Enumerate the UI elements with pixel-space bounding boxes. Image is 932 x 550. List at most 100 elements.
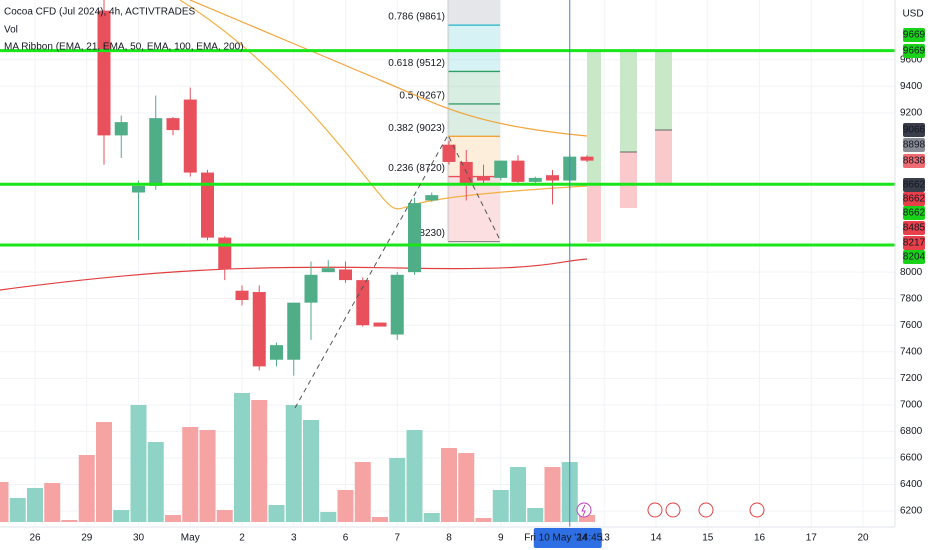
x-tick-label: 15 <box>702 533 714 544</box>
volume-bar <box>475 518 492 522</box>
candle-body <box>183 99 197 173</box>
price-label-box <box>903 28 925 42</box>
volume-bar <box>285 405 302 522</box>
candle-body <box>97 10 111 136</box>
price-label: 8662 <box>903 194 926 205</box>
volume-bar <box>423 513 440 522</box>
background-layer: 0.786 (9861) 0.618 (9512) 0.5 (9267) 0.382 … <box>0 0 895 527</box>
volume-bar <box>544 467 561 522</box>
fib-band <box>448 0 500 26</box>
x-tick-label: 29 <box>81 533 93 544</box>
price-label: 8898 <box>903 140 926 151</box>
price-label-box <box>903 192 925 206</box>
events <box>576 502 765 518</box>
price-label: 9669 <box>903 30 926 41</box>
price-label: 8485 <box>903 223 926 234</box>
volume-bar <box>268 505 285 522</box>
volume-bar <box>147 442 164 522</box>
volume-bar <box>579 515 595 522</box>
candle-body <box>528 177 542 182</box>
candle-body <box>390 274 404 335</box>
candle-body <box>304 274 318 303</box>
volume-bar <box>199 430 216 522</box>
x-tick-label: 26 <box>29 533 41 544</box>
cursor-time: 14:45 <box>577 533 602 544</box>
event-icon <box>647 502 663 518</box>
volume-bar <box>78 455 95 522</box>
x-tick-label: 9 <box>498 533 504 544</box>
price-label-box <box>903 250 925 264</box>
fib-label: 0.236 (8720) <box>388 163 445 174</box>
candle-body <box>149 118 163 186</box>
x-tick-label: 14 <box>650 533 662 544</box>
y-tick-label: 8000 <box>900 267 923 278</box>
price-label: 8204 <box>903 252 926 263</box>
event-icon <box>581 504 586 517</box>
volume-bar <box>165 515 181 522</box>
price-label: 8662 <box>903 180 926 191</box>
fib-band <box>448 103 500 137</box>
volume-bar <box>458 453 475 522</box>
price-label-box <box>903 236 925 250</box>
indicator-label: MA Ribbon (EMA, 21, EMA, 50, EMA, 100, E… <box>4 42 244 53</box>
price-label-box <box>903 44 925 58</box>
chart-title: Cocoa CFD (Jul 2024), 4h, ACTIVTRADES <box>4 7 196 18</box>
x-tick-label: 17 <box>806 533 818 544</box>
fib-band <box>448 25 500 72</box>
price-label: 8838 <box>903 156 926 167</box>
y-tick-label: 7200 <box>900 373 923 384</box>
y-tick-label: 6800 <box>900 426 923 437</box>
x-tick-label: 8 <box>446 533 452 544</box>
fib-label: 0.5 (9267) <box>399 91 445 102</box>
ema-50 <box>189 0 588 137</box>
candle-body <box>580 156 594 161</box>
currency: USD <box>902 9 923 20</box>
long-box <box>620 51 637 152</box>
x-tick-label: 3 <box>291 533 297 544</box>
foreground-layer <box>0 0 895 527</box>
volume-bar <box>113 510 130 522</box>
candle-body <box>166 118 180 131</box>
volume-bar <box>251 400 268 522</box>
volume-bar <box>406 430 423 522</box>
volume-bar <box>234 393 250 522</box>
axes-layer: 9600 9400 9200 8000 7800 7600 7400 7200 7000 6800… <box>29 28 926 548</box>
volume-bar <box>9 498 26 522</box>
fib-band <box>448 71 500 104</box>
y-tick-label: 7000 <box>900 400 923 411</box>
y-tick-label: 7400 <box>900 346 923 357</box>
y-tick-label: 6600 <box>900 453 923 464</box>
candle-body <box>373 322 387 327</box>
volume-bar <box>510 467 526 522</box>
fib-label: 0 (8230) <box>408 228 445 239</box>
candle-body <box>218 237 232 270</box>
candle-body <box>408 203 421 273</box>
fib-label: 0.618 (9512) <box>388 58 445 69</box>
x-tick-label: May <box>181 533 200 544</box>
y-tick-label: 7600 <box>900 320 923 331</box>
price-label: 8662 <box>903 208 926 219</box>
volume-bar <box>389 458 406 522</box>
y-tick-label: 7800 <box>900 293 923 304</box>
price-label: 8217 <box>903 238 926 249</box>
volume-bar <box>372 517 388 522</box>
volume-bar <box>441 448 457 522</box>
time-axis <box>0 527 932 550</box>
candle-body <box>511 160 525 182</box>
candle-body <box>442 144 456 162</box>
price-label: 9066 <box>903 125 926 136</box>
x-tick-label: 16 <box>754 533 766 544</box>
indicator-label: Vol <box>4 25 18 36</box>
event-icon <box>665 502 681 518</box>
volume-bar <box>0 482 9 522</box>
price-label: 9669 <box>903 46 926 57</box>
x-tick-label: 30 <box>133 533 145 544</box>
volume-bar <box>492 490 509 522</box>
short-box <box>655 130 672 185</box>
volume-bar <box>130 405 147 522</box>
volume-bar <box>44 483 61 522</box>
volume-bar <box>320 512 337 522</box>
projection <box>294 133 501 409</box>
volume-bar <box>182 427 199 522</box>
